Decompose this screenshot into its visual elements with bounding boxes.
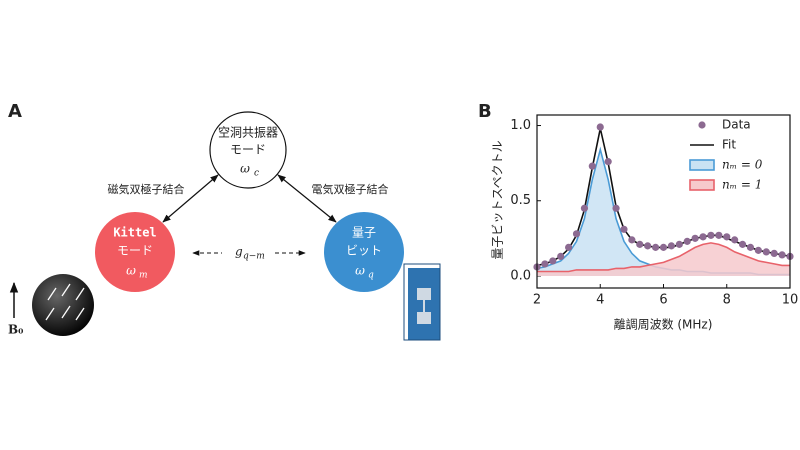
data-point: [596, 123, 604, 131]
data-point: [651, 243, 660, 251]
legend-label: nₘ = 1: [722, 178, 762, 192]
legend-label: Fit: [722, 138, 736, 152]
area-fill: [537, 149, 790, 276]
data-point: [778, 251, 786, 259]
coupling-arrow: [162, 174, 219, 223]
legend-label: nₘ = 0: [722, 158, 763, 172]
data-point: [572, 230, 581, 238]
data-point: [557, 252, 565, 261]
data-point: [604, 158, 612, 166]
data-point: [707, 231, 715, 239]
y-tick-label: 0.0: [510, 268, 531, 283]
coupling-label: 電気双極子結合: [312, 182, 389, 196]
data-point: [683, 237, 691, 245]
node-symbol: ω: [355, 264, 365, 278]
qubit-pad: [417, 312, 431, 324]
field-label: B₀: [8, 323, 23, 337]
data-point: [754, 246, 762, 254]
cavity-node: [209, 111, 287, 189]
legend-marker: [698, 121, 706, 129]
data-point: [580, 204, 589, 212]
data-point: [738, 240, 747, 248]
node-symbol-subscript: c: [254, 169, 259, 179]
data-point: [699, 233, 707, 241]
legend-marker: [689, 159, 715, 171]
data-point: [746, 243, 755, 251]
area-line: [537, 242, 790, 273]
y-axis-label: 量子ビットスペクトル: [491, 140, 505, 259]
node-label: モード: [230, 143, 266, 157]
data-point: [659, 243, 668, 251]
y-tick-label: 1.0: [510, 118, 531, 133]
data-point: [541, 260, 549, 268]
data-point: [565, 243, 573, 251]
data-point: [667, 242, 676, 250]
yig-sphere: [32, 274, 94, 336]
data-point: [620, 225, 628, 233]
node-label: モード: [117, 244, 153, 258]
x-axis-label: 離調周波数 (MHz): [614, 317, 713, 332]
data-point: [715, 231, 723, 239]
legend-marker: [689, 179, 715, 191]
qubit-node: [324, 212, 404, 292]
data-point: [770, 249, 778, 257]
plot-frame: [536, 114, 791, 289]
data-point: [731, 236, 739, 244]
node-symbol: ω: [126, 264, 136, 278]
data-point: [644, 242, 652, 250]
node-label: Kittel: [113, 226, 156, 240]
spin-arrows: [45, 283, 85, 321]
node-label: 空洞共振器: [218, 126, 278, 140]
coupling-symbol: g: [235, 245, 243, 259]
node-symbol-subscript: m: [139, 271, 148, 281]
data-point: [612, 204, 620, 212]
qubit-chip-edge: [403, 263, 441, 341]
coupling-label: 磁気双極子結合: [108, 182, 185, 196]
x-tick-label: 6: [659, 293, 667, 308]
node-label: ビット: [346, 244, 382, 258]
x-tick-label: 4: [596, 293, 604, 308]
data-point: [636, 240, 644, 248]
node-label: 量子: [352, 226, 376, 240]
node-symbol: ω: [240, 162, 250, 176]
data-point: [723, 233, 731, 241]
data-point: [549, 257, 557, 265]
legend-label: Data: [722, 118, 751, 132]
x-tick-label: 2: [533, 293, 541, 308]
coupling-arrow: [277, 174, 337, 223]
y-tick-label: 0.5: [510, 193, 531, 208]
data-point: [691, 234, 699, 242]
coupling-symbol-subscript: q−m: [243, 252, 265, 262]
panel-label: B: [478, 101, 492, 122]
data-point: [762, 248, 770, 256]
kittel-node: [95, 212, 175, 292]
qubit-pad: [417, 288, 431, 300]
panel-label: A: [8, 101, 22, 122]
node-symbol-subscript: q: [368, 271, 374, 281]
area-fill: [537, 242, 790, 276]
x-tick-label: 8: [723, 293, 731, 308]
data-point: [628, 236, 636, 244]
data-point: [588, 162, 596, 170]
x-tick-label: 10: [782, 293, 799, 308]
data-point: [675, 240, 683, 248]
